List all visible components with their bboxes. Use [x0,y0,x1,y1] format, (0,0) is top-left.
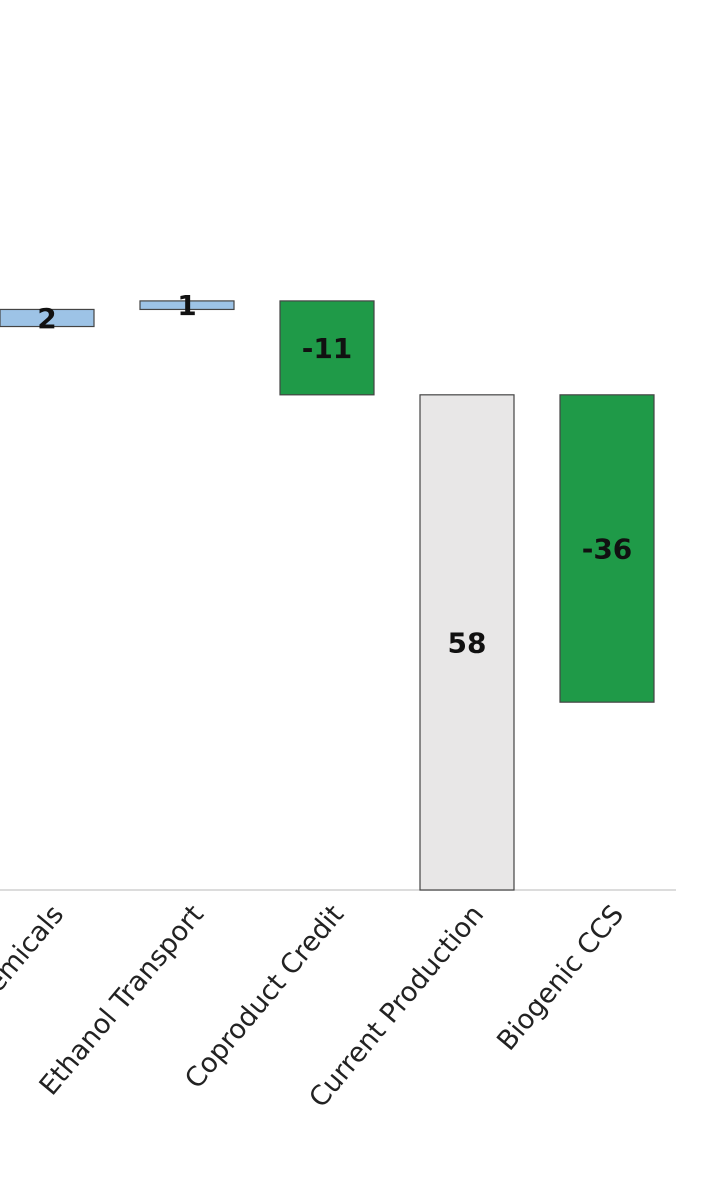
bar [0,308,95,328]
bar [419,394,515,891]
data-label: -36 [582,533,633,566]
data-label: -11 [302,332,353,365]
bar [559,394,655,703]
x-tick-label: emicals [0,899,70,998]
data-label: 58 [448,626,487,659]
bar [139,300,235,311]
x-tick-label: Biogenic CCS [491,899,630,1056]
bar [279,300,375,396]
data-label: 1 [177,289,196,322]
data-label: 2 [37,302,56,335]
x-tick-label: Coproduct Credit [179,899,350,1094]
